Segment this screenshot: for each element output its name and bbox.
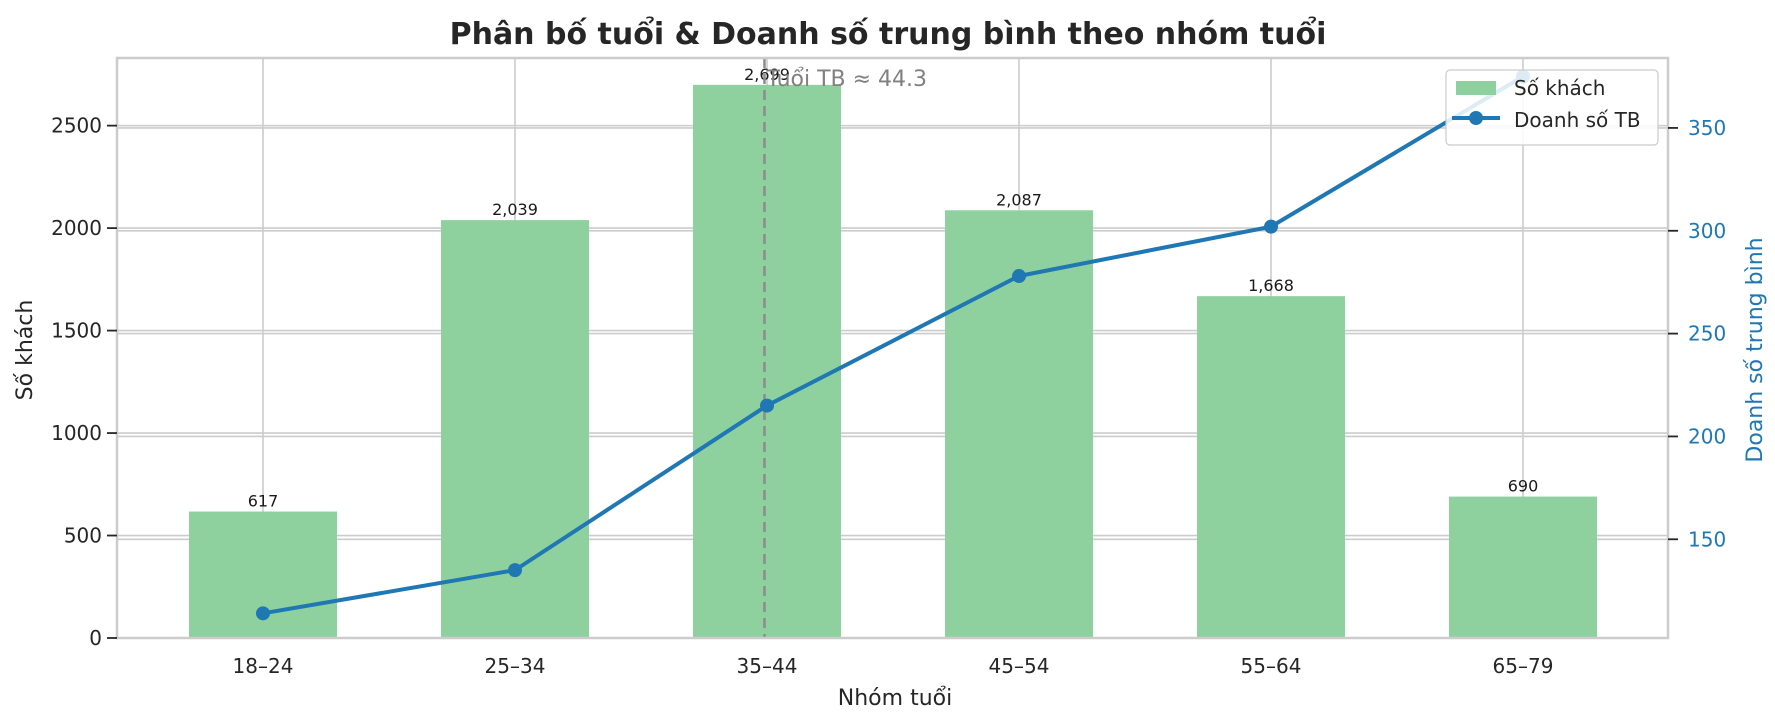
plot-border	[115, 56, 1670, 640]
y-tick-label: 500	[64, 524, 102, 548]
bar-series	[189, 84, 1597, 639]
series-line	[262, 74, 1525, 616]
bar-labels: 617 2,039 2,699 2,087 1,668 690	[248, 65, 1539, 511]
legend-swatch-bar	[1456, 81, 1496, 95]
y2-tick-label: 300	[1688, 219, 1726, 243]
mean-age-annotation: Tuổi TB ≈ 44.3	[763, 58, 927, 638]
gridlines	[117, 58, 1668, 639]
y2-tick-label: 150	[1688, 527, 1726, 551]
x-axis-label: Nhóm tuổi	[838, 686, 952, 711]
y-tick-label: 2500	[51, 114, 102, 138]
y2-tick-label: 200	[1688, 424, 1726, 448]
bar	[1197, 296, 1345, 638]
chart-title: Phân bố tuổi & Doanh số trung bình theo …	[450, 16, 1327, 52]
line-point	[1012, 269, 1026, 284]
bar-value-label: 2,087	[996, 190, 1042, 209]
y-tick-label: 1500	[51, 319, 102, 343]
y2-tick-label: 250	[1688, 322, 1726, 346]
bar-value-label: 690	[1508, 477, 1539, 496]
legend-swatch-marker	[1469, 111, 1483, 125]
bar-value-label: 1,668	[1248, 276, 1294, 295]
line-point	[508, 563, 522, 578]
x-tick-label: 25–34	[485, 654, 546, 678]
bar	[1449, 496, 1597, 638]
y-tick-label: 0	[89, 626, 102, 650]
y-axis-left-label: Số khách	[13, 300, 38, 401]
y-tick-label: 1000	[51, 421, 102, 445]
y-tick-label: 2000	[51, 216, 102, 240]
bar-value-label: 2,039	[492, 200, 538, 219]
legend-box	[1445, 69, 1659, 146]
legend: Số khách Doanh số TB	[1445, 69, 1659, 146]
line-point	[1264, 219, 1278, 234]
mean-age-label: Tuổi TB ≈ 44.3	[765, 67, 927, 92]
plot-frame	[115, 56, 1670, 640]
line-point	[256, 606, 270, 621]
legend-label-line: Doanh số TB	[1514, 108, 1641, 132]
y2-tick-label: 350	[1688, 116, 1726, 140]
bar-value-label: 2,699	[744, 65, 790, 84]
y-axis-left-ticks: 0 500 1000 1500 2000 2500	[51, 114, 117, 650]
x-tick-label: 18–24	[233, 654, 294, 678]
y-axis-right-ticks: 150 200 250 300 350	[1668, 116, 1726, 551]
x-axis-ticks: 18–24 25–34 35–44 45–54 55–64 65–79	[233, 654, 1554, 678]
x-tick-label: 35–44	[737, 654, 798, 678]
line-point	[760, 398, 774, 413]
bar-value-label: 617	[248, 492, 279, 511]
x-tick-label: 65–79	[1493, 654, 1554, 678]
x-tick-label: 45–54	[989, 654, 1050, 678]
bar	[693, 84, 841, 639]
x-tick-label: 55–64	[1241, 654, 1302, 678]
legend-label-bar: Số khách	[1514, 76, 1605, 100]
y-axis-right-label: Doanh số trung bình	[1743, 237, 1768, 462]
